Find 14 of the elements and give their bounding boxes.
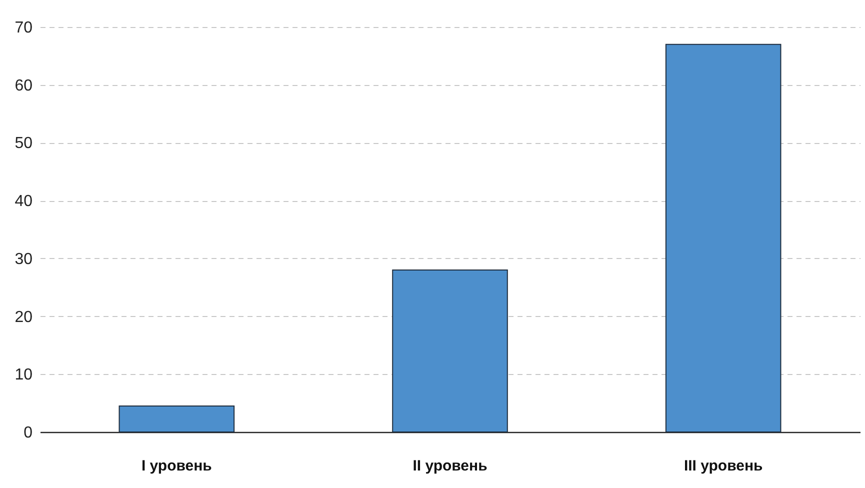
x-tick-label: I уровень [141, 458, 212, 474]
y-tick-label: 60 [14, 77, 33, 94]
y-tick-label: 40 [14, 193, 33, 210]
bar [665, 44, 782, 432]
bar [392, 270, 508, 432]
bar [118, 405, 235, 432]
x-tick-label: III уровень [684, 458, 763, 474]
y-tick-label: 70 [14, 20, 33, 36]
y-tick-label: 10 [14, 366, 33, 384]
y-tick-label: 30 [14, 250, 33, 268]
y-tick-label: 50 [14, 135, 33, 152]
y-tick-label: 20 [14, 308, 33, 326]
x-tick-label: II уровень [412, 458, 488, 474]
y-tick-label: 0 [24, 424, 33, 442]
